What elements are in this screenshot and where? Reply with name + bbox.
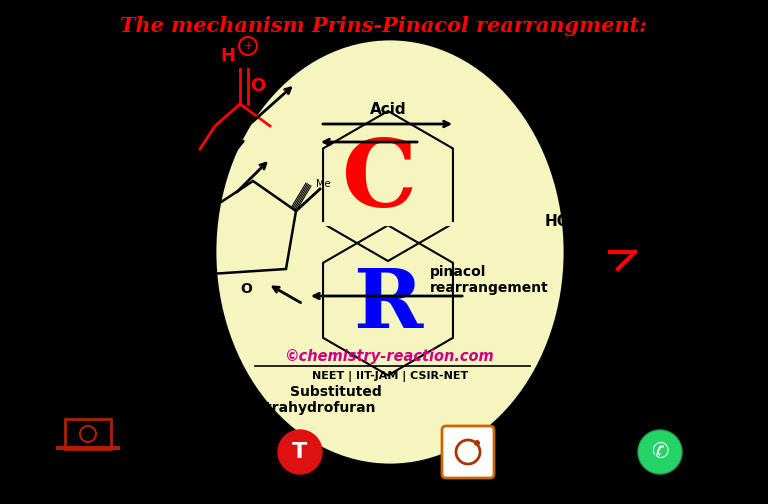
Text: +: + <box>617 69 627 79</box>
Text: The mechanism Prins-Pinacol rearrangment:: The mechanism Prins-Pinacol rearrangment… <box>121 16 647 36</box>
Text: O: O <box>250 77 266 95</box>
Text: +: + <box>243 41 253 51</box>
Circle shape <box>278 430 322 474</box>
Ellipse shape <box>215 39 565 465</box>
Text: Acid: Acid <box>369 101 406 116</box>
Text: C: C <box>343 136 418 226</box>
Text: ©chemistry-reaction.com: ©chemistry-reaction.com <box>285 348 495 363</box>
FancyBboxPatch shape <box>442 426 494 478</box>
Text: Substituted: Substituted <box>290 385 382 399</box>
Text: O: O <box>240 282 252 296</box>
Circle shape <box>638 430 682 474</box>
Text: HO: HO <box>538 51 564 67</box>
Text: O: O <box>602 77 615 92</box>
Text: H: H <box>220 47 236 65</box>
Text: Me: Me <box>169 179 184 189</box>
Text: T: T <box>293 442 308 462</box>
Text: tetrahydrofuran: tetrahydrofuran <box>250 401 376 415</box>
Text: NEET | IIT-JAM | CSIR-NET: NEET | IIT-JAM | CSIR-NET <box>312 370 468 382</box>
Text: ✆: ✆ <box>651 442 669 462</box>
Text: HO: HO <box>545 215 571 229</box>
Text: Me: Me <box>316 179 330 189</box>
Text: R: R <box>353 265 422 345</box>
Text: pinacol
rearrangement: pinacol rearrangement <box>430 265 549 295</box>
Circle shape <box>474 440 480 446</box>
